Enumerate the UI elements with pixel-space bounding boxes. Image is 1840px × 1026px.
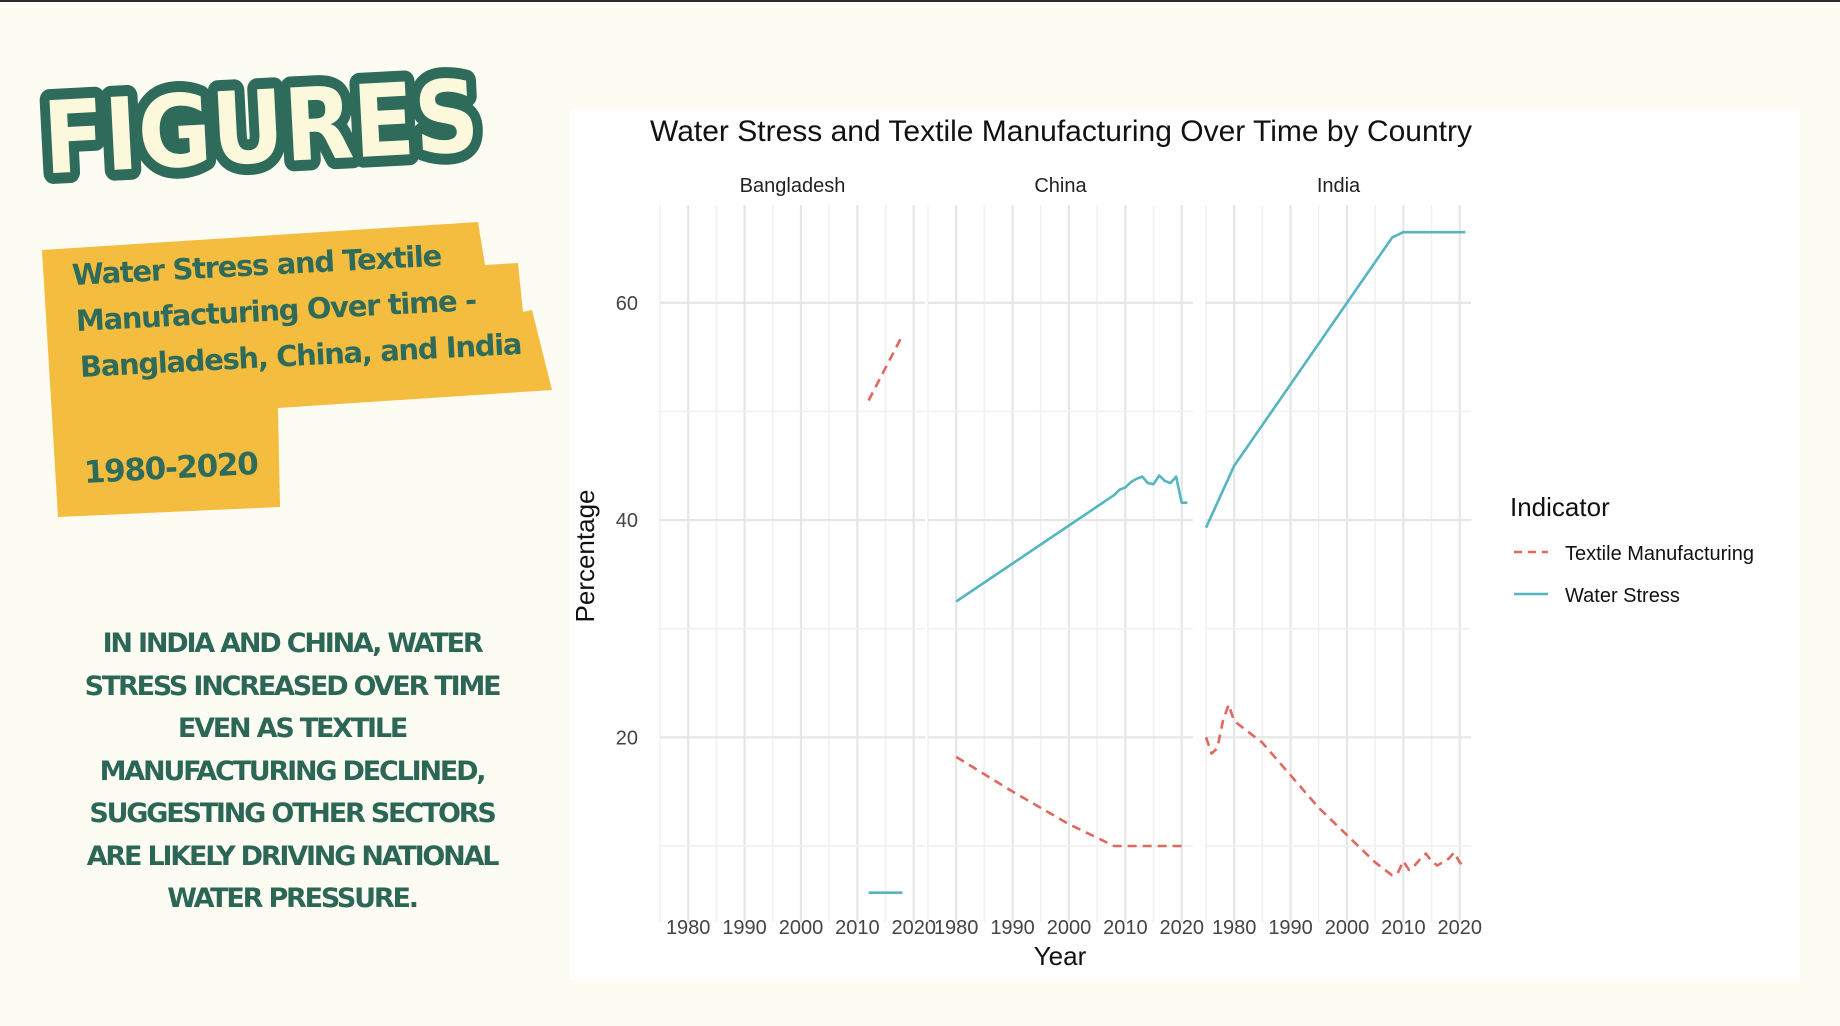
facet-label: Bangladesh xyxy=(740,175,846,197)
x-tick-label: 1990 xyxy=(1268,917,1313,939)
summary-line: SUGGESTING OTHER SECTORS xyxy=(89,798,497,829)
facet-label: China xyxy=(1034,175,1087,197)
summary-text: IN INDIA AND CHINA, WATER STRESS INCREAS… xyxy=(62,623,522,921)
x-tick-label: 2010 xyxy=(1381,917,1426,939)
y-tick-label: 20 xyxy=(616,727,638,749)
summary-line: MANUFACTURING DECLINED, xyxy=(99,755,487,787)
legend-label-water-stress: Water Stress xyxy=(1565,585,1680,607)
x-tick-label: 2020 xyxy=(1159,917,1204,939)
x-tick-label: 1990 xyxy=(722,917,767,939)
x-tick-label: 2020 xyxy=(891,917,936,939)
x-tick-label: 2010 xyxy=(1103,917,1148,939)
legend-title: Indicator xyxy=(1510,492,1610,522)
textile-manufacturing-line xyxy=(1204,703,1467,877)
x-axis-label: Year xyxy=(1034,941,1087,971)
legend-label-textile: Textile Manufacturing xyxy=(1565,543,1754,565)
x-tick-label: 1980 xyxy=(1212,917,1257,939)
summary-line: IN INDIA AND CHINA, WATER xyxy=(102,628,484,659)
x-tick-label: 1980 xyxy=(934,917,979,939)
legend: Indicator Textile Manufacturing Water St… xyxy=(1510,492,1754,607)
y-tick-label: 60 xyxy=(616,293,638,315)
facet-panel-india: India 1980 1990 2000 2010 2020 xyxy=(1204,175,1482,939)
summary-line: ARE LIKELY DRIVING NATIONAL xyxy=(86,840,500,872)
y-tick-label: 40 xyxy=(616,510,638,532)
facet-label: India xyxy=(1317,175,1361,197)
facet-panel-china: China 1980 1990 2000 2010 2020 xyxy=(927,175,1204,939)
faceted-line-chart: Water Stress and Textile Manufacturing O… xyxy=(570,115,1754,971)
figures-heading-badge: FIGURES xyxy=(27,47,495,209)
chart-title: Water Stress and Textile Manufacturing O… xyxy=(650,115,1472,148)
x-tick-label: 1980 xyxy=(666,917,711,939)
x-tick-label: 2020 xyxy=(1437,917,1482,939)
y-axis-label: Percentage xyxy=(570,490,600,623)
facet-panel-bangladesh: Bangladesh 1980 1990 2000 2010 2020 xyxy=(659,175,936,939)
textile-manufacturing-line xyxy=(867,334,904,402)
x-tick-label: 1990 xyxy=(990,917,1035,939)
x-tick-label: 2010 xyxy=(835,917,880,939)
top-border-line xyxy=(0,0,1840,2)
chart-panel: Water Stress and Textile Manufacturing O… xyxy=(570,110,1800,980)
x-tick-label: 2000 xyxy=(1325,917,1370,939)
x-tick-label: 2000 xyxy=(779,917,824,939)
water-stress-line xyxy=(955,474,1188,603)
subtitle-box-background xyxy=(42,222,552,517)
textile-manufacturing-line xyxy=(955,755,1182,848)
x-tick-label: 2000 xyxy=(1047,917,1092,939)
summary-line: STRESS INCREASED OVER TIME xyxy=(84,670,502,702)
water-stress-line xyxy=(1204,230,1466,529)
summary-line: WATER PRESSURE. xyxy=(167,883,419,914)
summary-line: EVEN AS TEXTILE xyxy=(177,713,409,744)
